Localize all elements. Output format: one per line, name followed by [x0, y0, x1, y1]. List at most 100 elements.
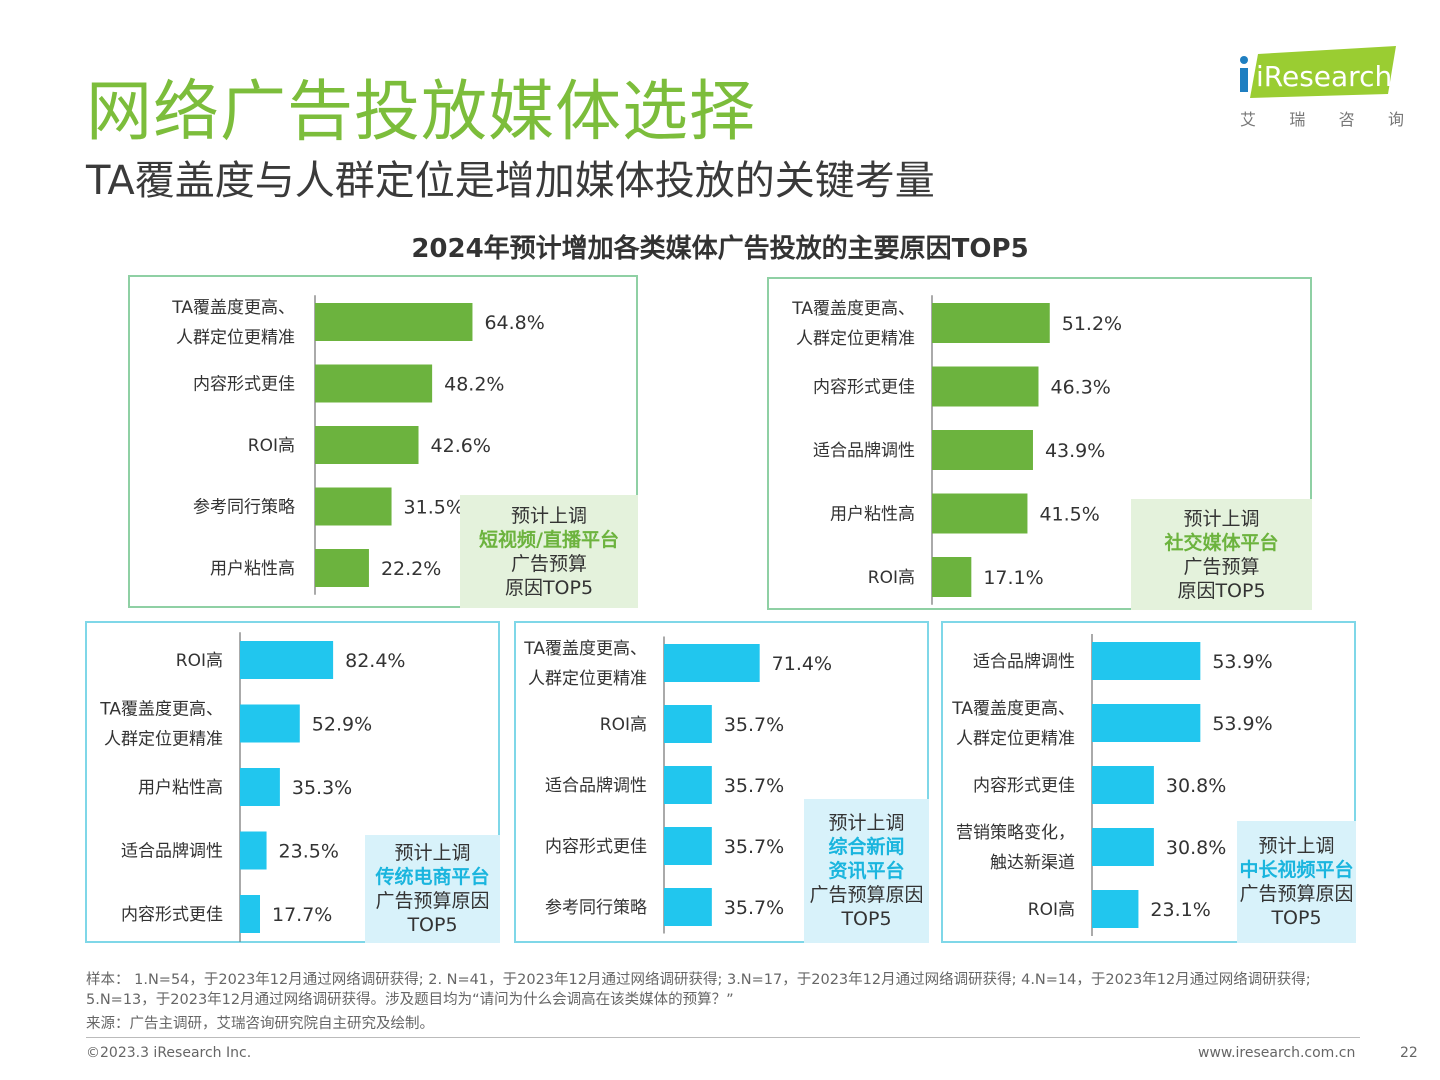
category-label: 用户粘性高 — [830, 505, 915, 525]
note-highlight: 社交媒体平台 — [1164, 531, 1279, 554]
logo-cn-char: 咨 — [1338, 110, 1355, 129]
chart-panel-news: 71.4% TA覆盖度更高、 人群定位更精准 35.7% ROI高 35.7% 适合品牌调性… — [514, 621, 929, 943]
iresearch-logo: iResearch 艾 瑞 咨 询 — [1236, 46, 1406, 136]
note-post: 广告预算原因 — [375, 890, 490, 912]
bar — [315, 487, 392, 526]
bar — [664, 888, 712, 926]
bar — [932, 557, 972, 597]
chart-panel-short-video: 64.8% TA覆盖度更高、 人群定位更精准 48.2% 内容形式更佳 42.6% ROI高… — [128, 275, 638, 608]
bar-value-label: 35.7% — [724, 836, 784, 858]
note-post: TOP5 — [841, 908, 892, 930]
category-label: 人群定位更精准 — [956, 729, 1075, 749]
note-highlight: 中长视频平台 — [1239, 859, 1354, 881]
note-long-video: 预计上调 中长视频平台 广告预算原因 TOP5 — [1237, 821, 1356, 943]
note-post: 原因TOP5 — [504, 576, 594, 599]
category-label: ROI高 — [176, 651, 223, 671]
bar — [932, 366, 1039, 407]
category-label: ROI高 — [1028, 900, 1075, 920]
chart-title: 2024年预计增加各类媒体广告投放的主要原因TOP5 — [411, 234, 1029, 264]
bar-value-label: 23.5% — [279, 841, 339, 863]
category-label: 适合品牌调性 — [121, 842, 223, 862]
bar-value-label: 48.2% — [444, 374, 504, 396]
bar-chart-news: 71.4% TA覆盖度更高、人群定位更精准 35.7% ROI高 35.7% 适合品牌调性… — [523, 636, 832, 934]
note-highlight: 传统电商平台 — [375, 866, 490, 888]
bar — [240, 895, 261, 933]
bar-chart-ecommerce: 82.4% ROI高 52.9% TA覆盖度更高、人群定位更精准 35.3% 用户粘性高 2… — [99, 632, 405, 942]
bar-value-label: 30.8% — [1166, 837, 1226, 859]
bar — [932, 303, 1050, 343]
page-number: 22 — [1400, 1045, 1418, 1061]
note-post: 广告预算原因 — [1239, 883, 1354, 905]
chart-panel-long-video: 53.9% 适合品牌调性 53.9% TA覆盖度更高、 人群定位更精准 30.8% 内容形式… — [941, 621, 1356, 943]
bar — [1092, 766, 1154, 804]
note-news: 预计上调 综合新闻 资讯平台 广告预算原因 TOP5 — [804, 799, 929, 943]
bar — [932, 493, 1028, 534]
category-label: 人群定位更精准 — [104, 730, 223, 750]
bar-value-label: 30.8% — [1166, 775, 1226, 797]
bar — [315, 364, 433, 403]
bar — [1092, 642, 1201, 680]
category-label: TA覆盖度更高、 — [171, 298, 295, 318]
category-label: 参考同行策略 — [545, 898, 647, 918]
note-post: 原因TOP5 — [1177, 579, 1266, 602]
bar-value-label: 42.6% — [431, 435, 491, 457]
bar — [664, 766, 712, 804]
bar — [315, 426, 419, 464]
note-post: 广告预算原因 — [809, 884, 924, 906]
bar — [664, 705, 712, 743]
source-note: 来源：广告主调研，艾瑞咨询研究院自主研究及绘制。 — [86, 1016, 434, 1032]
bar-value-label: 17.1% — [983, 567, 1043, 589]
bar-value-label: 53.9% — [1212, 651, 1272, 673]
bar-value-label: 22.2% — [381, 558, 441, 580]
category-label: 内容形式更佳 — [813, 378, 915, 398]
note-post: 广告预算 — [1183, 555, 1260, 578]
bar — [240, 831, 267, 870]
category-label: 人群定位更精准 — [528, 669, 647, 689]
category-label: TA覆盖度更高、 — [99, 700, 223, 720]
bar — [315, 303, 473, 341]
bar-value-label: 43.9% — [1045, 440, 1105, 462]
website-url: www.iresearch.com.cn — [1198, 1045, 1356, 1061]
bar-value-label: 35.7% — [724, 897, 784, 919]
category-label: 适合品牌调性 — [813, 441, 915, 461]
category-label: ROI高 — [600, 715, 647, 735]
note-short-video: 预计上调 短视频/直播平台 广告预算 原因TOP5 — [460, 495, 638, 608]
bar-value-label: 17.7% — [272, 904, 332, 926]
logo-cn-char: 询 — [1387, 110, 1404, 129]
bar-value-label: 71.4% — [772, 653, 832, 675]
logo-brand-text: iResearch — [1256, 60, 1392, 93]
category-label: 人群定位更精准 — [176, 328, 295, 348]
bar — [240, 641, 334, 679]
bar — [240, 704, 300, 743]
note-highlight: 短视频/直播平台 — [479, 528, 619, 551]
category-label: 触达新渠道 — [990, 853, 1075, 873]
bar-value-label: 46.3% — [1050, 377, 1110, 399]
category-label: 用户粘性高 — [138, 778, 223, 798]
bar-value-label: 82.4% — [345, 650, 405, 672]
copyright: ©2023.3 iResearch Inc. — [86, 1045, 252, 1061]
category-label: 参考同行策略 — [193, 498, 295, 518]
bar — [664, 827, 712, 865]
bar — [932, 430, 1033, 470]
bar-value-label: 51.2% — [1062, 313, 1122, 335]
bar-chart-social-media: 51.2% TA覆盖度更高、人群定位更精准 46.3% 内容形式更佳 43.9% 适合品牌… — [791, 295, 1122, 605]
category-label: 人群定位更精准 — [796, 329, 915, 349]
bar-value-label: 52.9% — [312, 714, 372, 736]
note-post: 广告预算 — [510, 552, 587, 575]
category-label: 内容形式更佳 — [193, 375, 295, 395]
page-title: 网络广告投放媒体选择 — [86, 73, 756, 150]
page-subtitle: TA覆盖度与人群定位是增加媒体投放的关键考量 — [86, 158, 935, 204]
bar — [1092, 890, 1139, 928]
note-post: TOP5 — [407, 914, 458, 936]
footer-divider — [86, 1037, 1360, 1038]
logo-cn-text: 艾 瑞 咨 询 — [1240, 106, 1404, 130]
bar-chart-short-video: 64.8% TA覆盖度更高、人群定位更精准 48.2% 内容形式更佳 42.6% ROI高… — [171, 295, 545, 595]
bar-chart-long-video: 53.9% 适合品牌调性 53.9% TA覆盖度更高、人群定位更精准 30.8% 内容形式… — [951, 634, 1273, 936]
category-label: TA覆盖度更高、 — [791, 299, 915, 319]
bar — [1092, 828, 1154, 866]
category-label: ROI高 — [868, 568, 915, 588]
bar-value-label: 35.7% — [724, 714, 784, 736]
logo-cn-char: 艾 — [1240, 110, 1257, 129]
chart-panel-ecommerce: 82.4% ROI高 52.9% TA覆盖度更高、 人群定位更精准 35.3% 用户粘性高 2… — [85, 621, 500, 943]
note-pre: 预计上调 — [394, 842, 471, 864]
